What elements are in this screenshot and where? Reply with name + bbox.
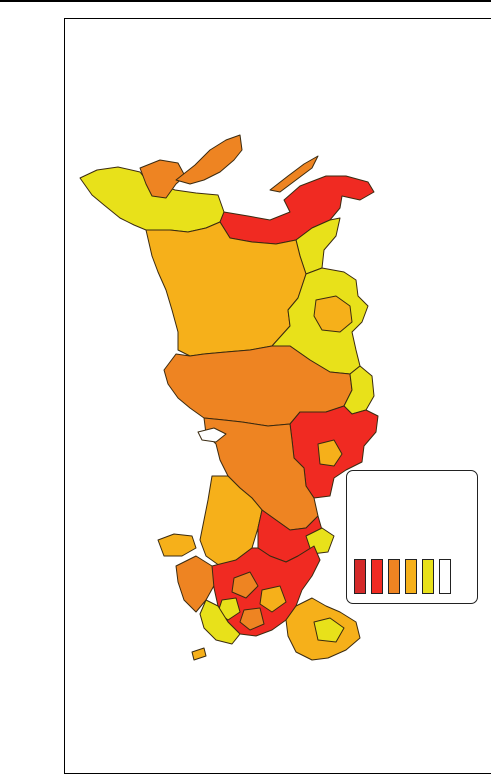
region-southeast-coast-yellow[interactable] (313, 617, 345, 643)
region-north-island[interactable] (175, 134, 243, 185)
region-southern-orange-c[interactable] (239, 607, 265, 631)
region-southern-orange-b[interactable] (259, 585, 287, 613)
region-south-islet[interactable] (191, 647, 207, 661)
region-far-north-east[interactable] (219, 175, 375, 245)
legend-swatch-1 (354, 559, 366, 594)
legend-swatch-6 (439, 559, 451, 594)
region-far-south[interactable] (199, 599, 241, 645)
legend-swatch-3 (388, 559, 400, 594)
legend-swatch-4 (405, 559, 417, 594)
region-north-bay[interactable] (139, 159, 186, 199)
map-frame (64, 18, 491, 774)
region-west-island[interactable] (157, 533, 197, 557)
map-legend (346, 470, 478, 604)
lake-west (197, 427, 227, 443)
legend-swatch-5 (422, 559, 434, 594)
top-rule (0, 0, 491, 2)
legend-swatch-2 (371, 559, 383, 594)
region-cluster-orange[interactable] (317, 439, 343, 467)
legend-swatches (354, 559, 451, 594)
region-northeast-island[interactable] (269, 155, 319, 193)
region-southern-orange-a[interactable] (231, 571, 259, 599)
region-east-orange[interactable] (313, 295, 353, 333)
